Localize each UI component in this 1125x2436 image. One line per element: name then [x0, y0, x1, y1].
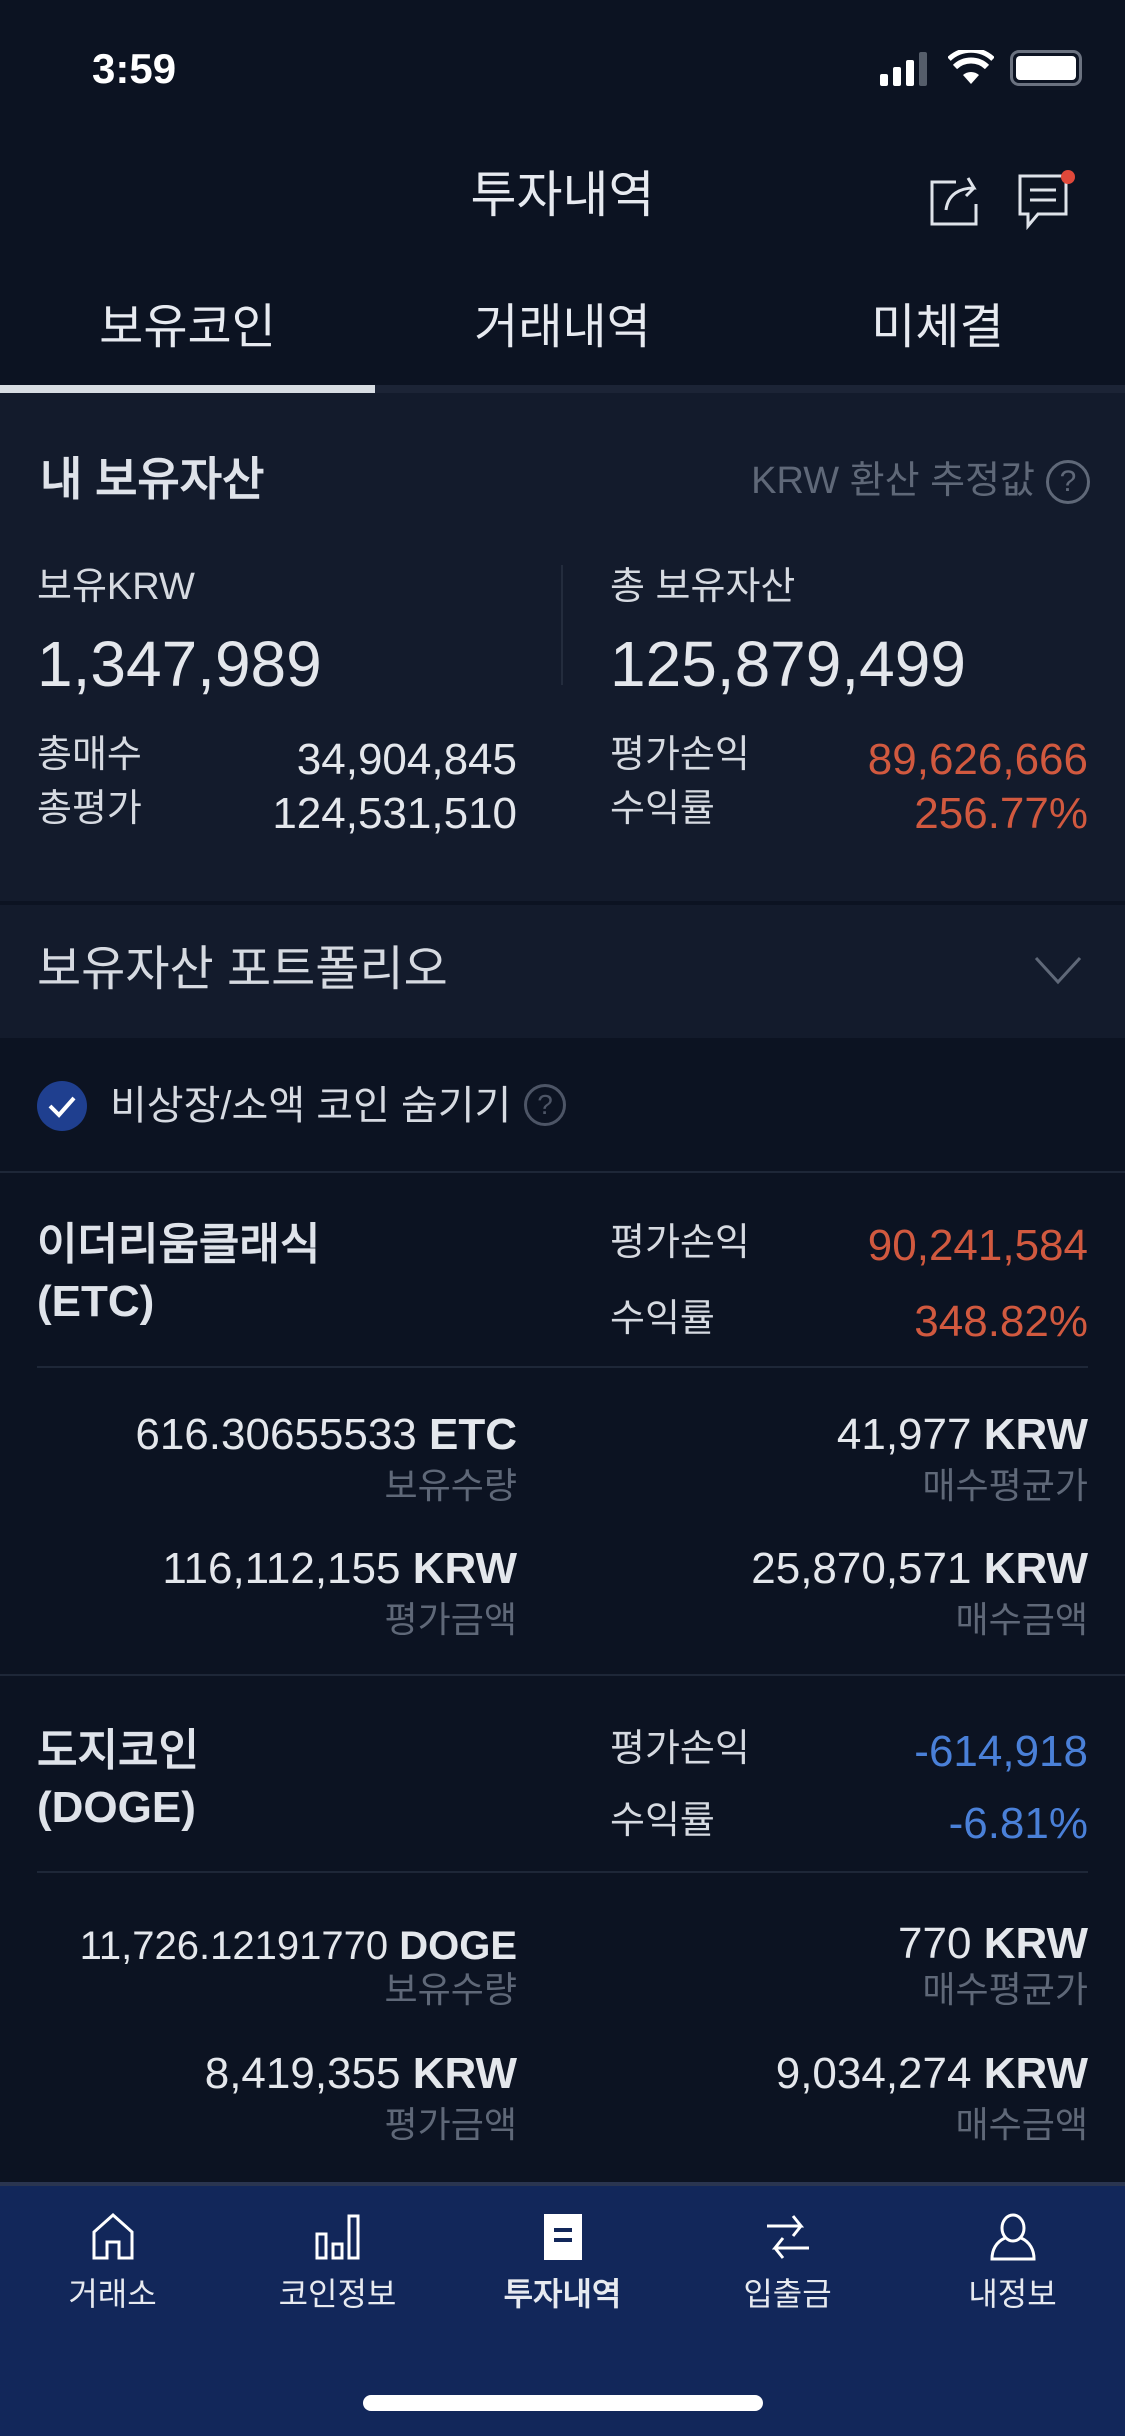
coin-symbol: (ETC)	[37, 1277, 155, 1326]
summary-divider	[561, 565, 563, 685]
buy-label: 매수금액	[955, 1599, 1088, 1640]
coin-rate-label: 수익률	[610, 1298, 715, 1340]
tab-trade-history[interactable]: 거래내역	[474, 301, 651, 354]
buy-total-label: 총매수	[37, 734, 142, 776]
nav-my-info[interactable]: 내정보	[900, 2186, 1125, 2346]
eval-total-value: 124,531,510	[272, 789, 517, 838]
qty-label: 보유수량	[384, 1465, 517, 1506]
buy-total-value: 34,904,845	[296, 735, 517, 784]
rate-label: 수익률	[610, 788, 715, 830]
coin-rate-label: 수익률	[610, 1800, 715, 1842]
coin-buy-amount: 25,870,571 KRW	[751, 1547, 1088, 1591]
qty-unit: ETC	[429, 1410, 517, 1459]
divider	[0, 1674, 1125, 1676]
eval-unit: KRW	[412, 1544, 517, 1593]
coin-avg-price: 41,977 KRW	[837, 1413, 1088, 1457]
buy-unit: KRW	[983, 1544, 1088, 1593]
nav-label: 내정보	[968, 2276, 1057, 2312]
pnl-label: 평가손익	[610, 734, 750, 776]
coin-rate-value: 348.82%	[914, 1297, 1088, 1346]
tab-track	[0, 385, 1125, 393]
nav-exchange[interactable]: 거래소	[0, 2186, 225, 2346]
nav-label: 투자내역	[503, 2276, 622, 2312]
estimate-note: KRW 환산 추정값	[751, 460, 1035, 502]
buy-label: 매수금액	[955, 2104, 1088, 2145]
eval-label: 평가금액	[384, 1599, 517, 1640]
coin-avg-price: 770 KRW	[898, 1922, 1088, 1966]
coin-eval-amount: 116,112,155 KRW	[162, 1547, 517, 1591]
portfolio-label: 보유자산 포트폴리오	[37, 943, 448, 996]
avg-value: 41,977	[836, 1410, 972, 1459]
bar-chart-icon	[315, 2214, 360, 2260]
krw-value: 1,347,989	[37, 628, 322, 700]
avg-unit: KRW	[983, 1919, 1088, 1968]
coin-symbol: (DOGE)	[37, 1783, 196, 1832]
eval-unit: KRW	[412, 2049, 517, 2098]
coin-name[interactable]: 도지코인	[37, 1726, 199, 1775]
home-indicator	[363, 2395, 763, 2411]
chevron-down-icon[interactable]	[1034, 956, 1082, 991]
home-icon	[92, 2212, 134, 2260]
coin-quantity: 616.30655533 ETC	[135, 1413, 517, 1457]
nav-deposit-withdraw[interactable]: 입출금	[675, 2186, 900, 2346]
nav-label: 입출금	[743, 2276, 832, 2312]
nav-investments[interactable]: 투자내역	[450, 2186, 675, 2346]
hide-small-coins-checkbox[interactable]	[37, 1081, 87, 1131]
status-time: 3:59	[92, 45, 177, 92]
avg-unit: KRW	[983, 1410, 1088, 1459]
signal-icon	[880, 52, 932, 86]
buy-unit: KRW	[983, 2049, 1088, 2098]
eval-total-label: 총평가	[37, 788, 142, 830]
wifi-icon	[947, 47, 995, 91]
qty-label: 보유수량	[384, 1969, 517, 2010]
nav-coin-info[interactable]: 코인정보	[225, 2186, 450, 2346]
battery-icon	[1010, 50, 1082, 86]
qty-value: 616.30655533	[135, 1410, 417, 1459]
coin-name[interactable]: 이더리움클래식	[37, 1220, 321, 1269]
page-title: 투자내역	[470, 167, 655, 223]
portfolio-row[interactable]	[0, 903, 1125, 1038]
chat-notice-icon[interactable]	[1016, 170, 1078, 237]
eval-value: 8,419,355	[204, 2049, 401, 2098]
user-icon	[990, 2213, 1036, 2261]
nav-label: 코인정보	[278, 2276, 397, 2312]
help-icon[interactable]: ?	[1046, 460, 1090, 504]
nav-label: 거래소	[68, 2276, 157, 2312]
eval-value: 116,112,155	[162, 1544, 401, 1593]
summary-title: 내 보유자산	[40, 453, 265, 505]
rate-value: 256.77%	[914, 789, 1088, 838]
buy-value: 9,034,274	[775, 2049, 972, 2098]
divider	[37, 1871, 1088, 1873]
coin-eval-amount: 8,419,355 KRW	[205, 2052, 517, 2096]
krw-label: 보유KRW	[37, 566, 195, 608]
pnl-value: 89,626,666	[867, 735, 1088, 784]
avg-value: 770	[898, 1919, 972, 1968]
divider	[37, 1366, 1088, 1368]
total-label: 총 보유자산	[610, 566, 796, 608]
coin-pnl-value: 90,241,584	[867, 1221, 1088, 1270]
tab-pending[interactable]: 미체결	[871, 301, 1004, 354]
qty-unit: DOGE	[399, 1924, 517, 1968]
transfer-icon	[767, 2215, 809, 2259]
avg-label: 매수평균가	[922, 1969, 1088, 2010]
help-icon[interactable]: ?	[524, 1084, 566, 1126]
hide-small-coins-label[interactable]: 비상장/소액 코인 숨기기	[110, 1084, 512, 1128]
coin-buy-amount: 9,034,274 KRW	[776, 2052, 1088, 2096]
document-icon	[544, 2214, 582, 2260]
coin-pnl-label: 평가손익	[610, 1222, 750, 1264]
qty-value: 11,726.12191770	[79, 1924, 389, 1968]
coin-pnl-label: 평가손익	[610, 1728, 750, 1770]
tab-holdings[interactable]: 보유코인	[99, 301, 276, 354]
tab-active-indicator	[0, 385, 375, 393]
share-icon[interactable]	[928, 170, 986, 233]
total-value: 125,879,499	[610, 628, 966, 700]
buy-value: 25,870,571	[751, 1544, 972, 1593]
divider	[0, 1171, 1125, 1173]
coin-rate-value: -6.81%	[948, 1799, 1088, 1848]
avg-label: 매수평균가	[922, 1465, 1088, 1506]
eval-label: 평가금액	[384, 2104, 517, 2145]
coin-pnl-value: -614,918	[914, 1727, 1088, 1776]
coin-quantity: 11,726.12191770 DOGE	[80, 1926, 517, 1966]
